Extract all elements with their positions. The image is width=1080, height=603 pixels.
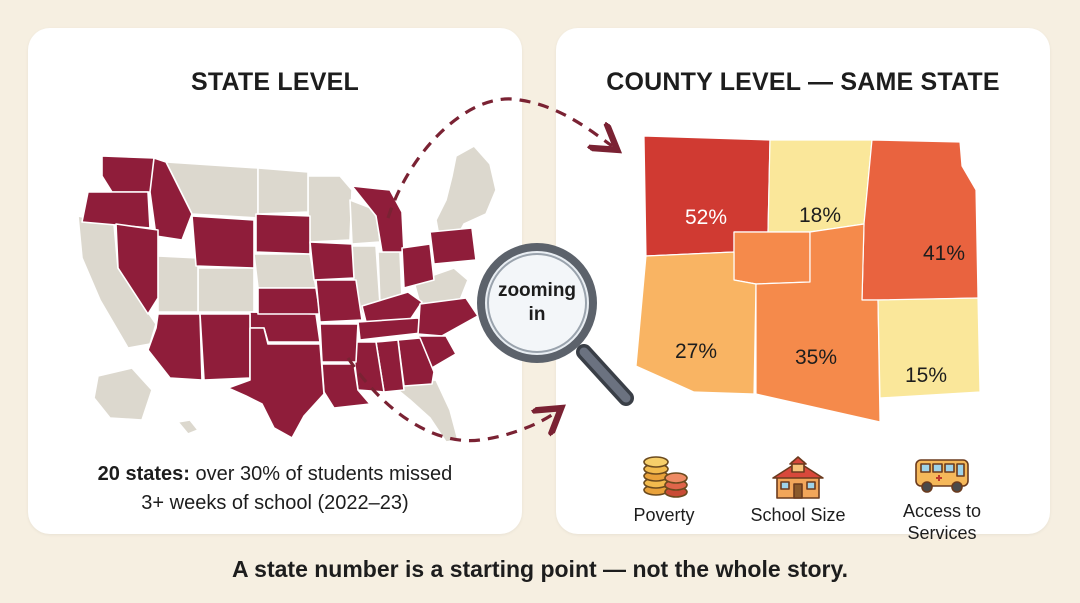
state-level-title: STATE LEVEL [191,68,359,96]
factor-label-access: Access to Services [872,500,1012,544]
state-kansas [257,287,321,315]
state-new-mexico [199,313,251,381]
bus-icon [915,459,969,493]
footer-message: A state number is a starting point — not… [232,556,848,582]
county-level-panel: COUNTY LEVEL — SAME STATE 52% 18% 41% 27… [556,28,1050,543]
county-label-35: 35% [795,346,837,369]
state-hawaii [177,419,199,435]
factor-label-poverty: Poverty [633,505,695,525]
state-alaska [93,367,153,421]
county-label-18: 18% [799,204,841,227]
us-state-map [77,145,497,443]
state-nevada [115,223,159,315]
county-level-title: COUNTY LEVEL — SAME STATE [606,68,1000,96]
state-level-caption: 20 states: over 30% of students missed 3… [28,460,522,518]
magnifier-label-line1: zooming [498,280,576,301]
state-wyoming [191,215,255,269]
coins-icon [643,456,688,498]
factor-label-access-line1: Access to [902,501,982,521]
caption-bold: 20 states: [97,463,190,485]
state-north-carolina [417,297,479,337]
factor-school-size: School Size [728,456,868,526]
county-label-15: 15% [905,364,947,387]
county-center [755,223,881,423]
county-west [635,251,757,395]
school-icon [772,456,824,499]
state-arizona [147,313,203,381]
county-label-52: 52% [685,206,727,229]
state-iowa [309,241,355,281]
magnifier-label-line2: in [529,304,546,325]
county-map: 52% 18% 41% 27% 35% 15% [635,135,981,423]
state-minnesota [307,175,353,243]
county-center-small [733,231,811,285]
state-level-panel: STATE LEVEL [28,28,522,534]
state-utah [157,255,199,313]
caption-line2: 3+ weeks of school (2022–23) [141,492,409,514]
factor-label-school-size: School Size [750,505,846,525]
state-kentucky [361,291,423,323]
state-missouri [315,279,363,323]
county-northeast [861,139,979,301]
county-label-41: 41% [923,242,965,265]
state-idaho [149,157,193,241]
factor-label-access-line2: Services [907,523,977,543]
magnifier-icon: zooming in [477,243,634,406]
county-label-27: 27% [675,340,717,363]
state-ohio [401,243,435,289]
state-north-dakota [257,167,309,215]
caption-rest: over 30% of students missed [189,463,453,485]
state-colorado [197,267,255,313]
county-southeast [877,297,981,399]
factor-poverty: Poverty [594,456,734,526]
factor-access-to-services: Access to Services [872,456,1012,544]
state-south-dakota [255,213,311,255]
state-texas [227,327,325,439]
state-oregon [81,191,151,229]
state-nebraska [253,253,317,289]
state-washington [101,155,157,193]
state-pennsylvania [429,227,477,265]
state-arkansas [319,323,359,363]
